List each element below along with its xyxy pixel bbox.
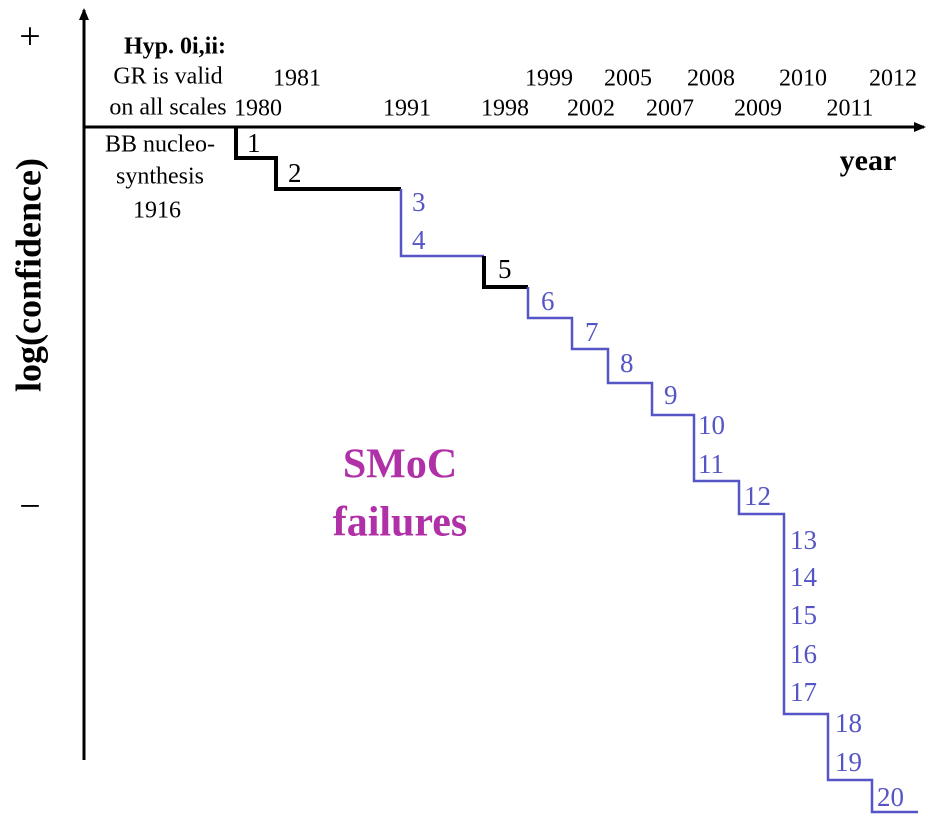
failure-label: 16 [790,639,817,669]
year-label: 1980 [234,96,282,122]
failure-label: 8 [620,348,634,378]
year-label: 2009 [734,96,782,122]
failure-label: 17 [790,677,817,707]
failure-label: 10 [698,410,725,440]
hypothesis-line: on all scales [109,95,226,121]
hypothesis-line: GR is valid [113,64,222,90]
y-axis-label: log(confidence) [8,158,48,392]
bb-line: synthesis [116,164,204,190]
plus-sign: + [19,16,40,58]
minus-sign: − [19,486,40,528]
failure-label: 20 [877,782,904,812]
failure-label: 9 [664,380,678,410]
step-blue [526,287,918,814]
failure-label: 2 [288,158,302,188]
bb-line: BB nucleo- [105,132,215,158]
failure-label: 13 [790,525,817,555]
year-label: 2002 [567,96,615,122]
year-label: 2007 [646,96,694,122]
year-label: 2011 [826,96,873,122]
smoc-label: SMoC [343,442,457,488]
smoc-label: failures [333,500,468,546]
failure-label: 7 [585,317,599,347]
year-label: 2010 [779,66,827,92]
failure-label: 4 [412,225,426,255]
hypothesis-title: Hyp. 0i,ii: [124,34,226,60]
failure-label: 18 [835,708,862,738]
failure-label: 5 [498,254,512,284]
year-label: 2005 [604,66,652,92]
x-axis-label: year [840,144,897,177]
year-label: 1981 [273,66,321,92]
step-blue [399,189,484,258]
bb-line: 1916 [133,198,181,224]
failure-label: 6 [541,286,555,316]
failure-label: 3 [412,187,426,217]
failure-label: 11 [698,449,724,479]
step-black [234,127,401,191]
step-black [482,256,528,289]
failure-label: 12 [744,481,771,511]
failure-label: 19 [835,747,862,777]
year-label: 2012 [869,66,917,92]
year-label: 1999 [525,66,573,92]
year-label: 1991 [383,96,431,122]
year-label: 2008 [687,66,735,92]
failure-label: 15 [790,600,817,630]
failure-label: 14 [790,562,818,592]
failure-label: 1 [247,128,261,158]
year-label: 1998 [481,96,529,122]
